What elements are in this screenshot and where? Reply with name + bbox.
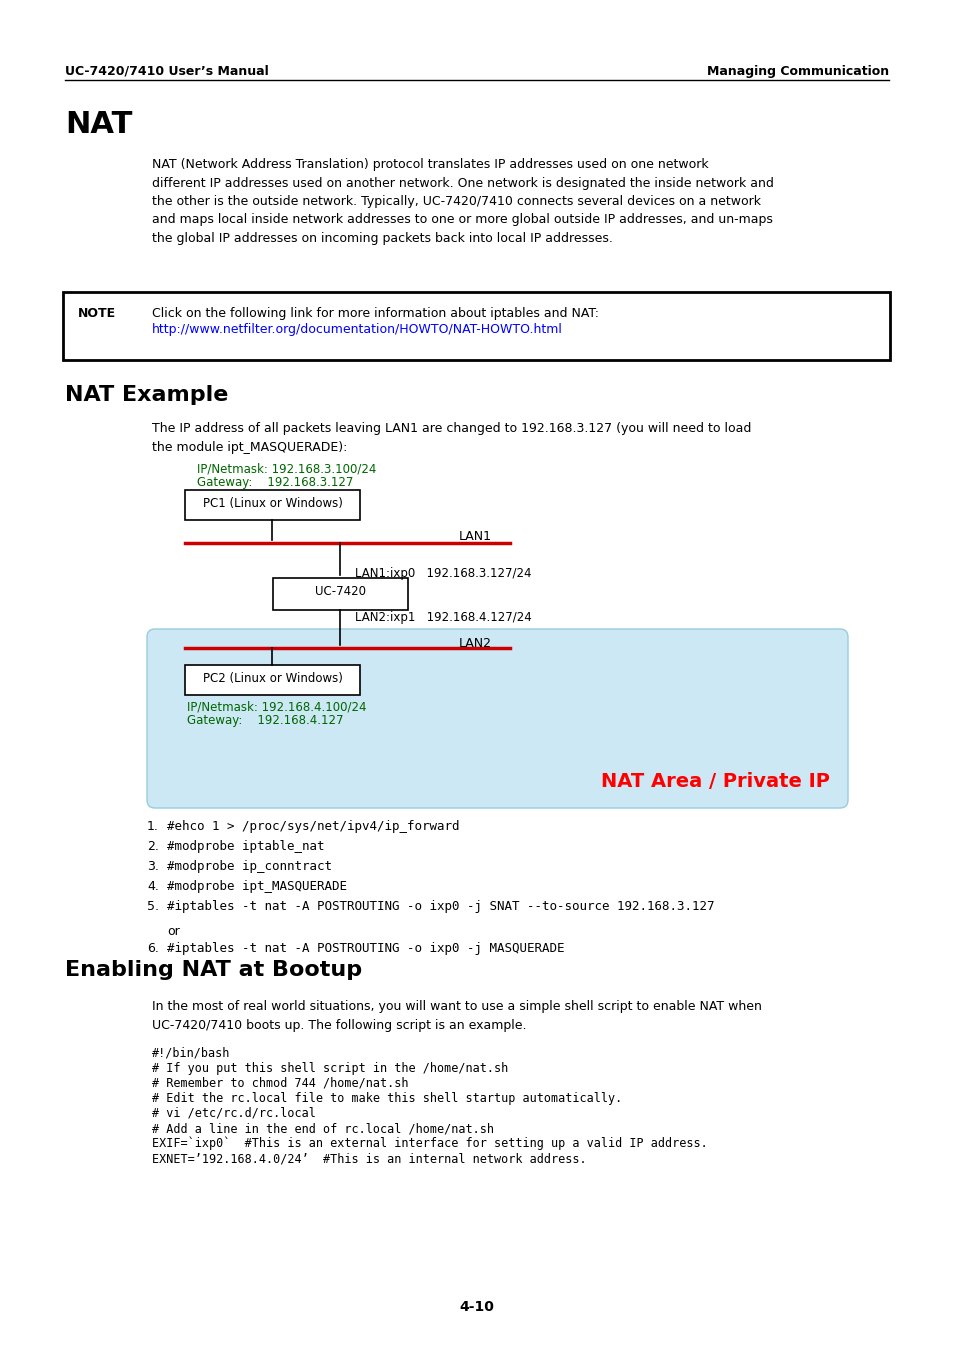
Text: NAT (Network Address Translation) protocol translates IP addresses used on one n: NAT (Network Address Translation) protoc… bbox=[152, 158, 773, 244]
Text: NOTE: NOTE bbox=[78, 306, 116, 320]
Text: #ehco 1 > /proc/sys/net/ipv4/ip_forward: #ehco 1 > /proc/sys/net/ipv4/ip_forward bbox=[167, 819, 459, 833]
Text: #iptables -t nat -A POSTROUTING -o ixp0 -j MASQUERADE: #iptables -t nat -A POSTROUTING -o ixp0 … bbox=[167, 942, 564, 954]
Text: Managing Communication: Managing Communication bbox=[706, 65, 888, 78]
Text: #modprobe ip_conntract: #modprobe ip_conntract bbox=[167, 860, 332, 873]
Text: The IP address of all packets leaving LAN1 are changed to 192.168.3.127 (you wil: The IP address of all packets leaving LA… bbox=[152, 423, 751, 454]
Bar bbox=[273, 578, 408, 610]
Text: NAT Example: NAT Example bbox=[65, 385, 228, 405]
FancyBboxPatch shape bbox=[147, 629, 847, 809]
Text: # vi /etc/rc.d/rc.local: # vi /etc/rc.d/rc.local bbox=[152, 1107, 315, 1120]
Text: 3.: 3. bbox=[147, 860, 159, 873]
Text: PC2 (Linux or Windows): PC2 (Linux or Windows) bbox=[202, 672, 342, 684]
Text: 4.: 4. bbox=[147, 880, 159, 892]
Text: 1.: 1. bbox=[147, 819, 159, 833]
Text: In the most of real world situations, you will want to use a simple shell script: In the most of real world situations, yo… bbox=[152, 1000, 761, 1031]
Text: UC-7420: UC-7420 bbox=[314, 585, 366, 598]
Text: #modprobe ipt_MASQUERADE: #modprobe ipt_MASQUERADE bbox=[167, 880, 347, 892]
Text: 2.: 2. bbox=[147, 840, 159, 853]
Text: # Edit the rc.local file to make this shell startup automatically.: # Edit the rc.local file to make this sh… bbox=[152, 1092, 621, 1106]
Text: LAN2: LAN2 bbox=[458, 637, 492, 649]
Text: EXIF=`ixp0`  #This is an external interface for setting up a valid IP address.: EXIF=`ixp0` #This is an external interfa… bbox=[152, 1137, 707, 1150]
Text: NAT: NAT bbox=[65, 109, 132, 139]
Text: LAN1: LAN1 bbox=[458, 531, 492, 543]
Text: LAN2:ixp1   192.168.4.127/24: LAN2:ixp1 192.168.4.127/24 bbox=[355, 612, 531, 624]
Text: # If you put this shell script in the /home/nat.sh: # If you put this shell script in the /h… bbox=[152, 1062, 508, 1075]
Text: NAT Area / Private IP: NAT Area / Private IP bbox=[600, 772, 829, 791]
Text: Gateway:    192.168.3.127: Gateway: 192.168.3.127 bbox=[196, 477, 353, 489]
Text: 4-10: 4-10 bbox=[459, 1300, 494, 1314]
Text: IP/Netmask: 192.168.3.100/24: IP/Netmask: 192.168.3.100/24 bbox=[196, 462, 376, 475]
Text: Click on the following link for more information about iptables and NAT:: Click on the following link for more inf… bbox=[152, 306, 598, 320]
Text: Gateway:    192.168.4.127: Gateway: 192.168.4.127 bbox=[187, 714, 343, 728]
Text: http://www.netfilter.org/documentation/HOWTO/NAT-HOWTO.html: http://www.netfilter.org/documentation/H… bbox=[152, 323, 562, 336]
Text: 5.: 5. bbox=[147, 900, 159, 913]
Text: UC-7420/7410 User’s Manual: UC-7420/7410 User’s Manual bbox=[65, 65, 269, 78]
Bar bbox=[63, 292, 889, 360]
Text: PC1 (Linux or Windows): PC1 (Linux or Windows) bbox=[202, 497, 342, 510]
Text: EXNET=’192.168.4.0/24’  #This is an internal network address.: EXNET=’192.168.4.0/24’ #This is an inter… bbox=[152, 1152, 586, 1165]
Text: Enabling NAT at Bootup: Enabling NAT at Bootup bbox=[65, 960, 362, 980]
Text: 6.: 6. bbox=[147, 942, 159, 954]
Text: IP/Netmask: 192.168.4.100/24: IP/Netmask: 192.168.4.100/24 bbox=[187, 701, 366, 713]
Text: # Add a line in the end of rc.local /home/nat.sh: # Add a line in the end of rc.local /hom… bbox=[152, 1122, 494, 1135]
Bar bbox=[185, 490, 359, 520]
Text: LAN1:ixp0   192.168.3.127/24: LAN1:ixp0 192.168.3.127/24 bbox=[355, 567, 531, 580]
Text: #modprobe iptable_nat: #modprobe iptable_nat bbox=[167, 840, 324, 853]
Text: # Remember to chmod 744 /home/nat.sh: # Remember to chmod 744 /home/nat.sh bbox=[152, 1077, 408, 1089]
Text: #!/bin/bash: #!/bin/bash bbox=[152, 1048, 230, 1060]
Text: #iptables -t nat -A POSTROUTING -o ixp0 -j SNAT --to-source 192.168.3.127: #iptables -t nat -A POSTROUTING -o ixp0 … bbox=[167, 900, 714, 913]
Bar bbox=[185, 666, 359, 695]
Text: or: or bbox=[167, 925, 179, 938]
